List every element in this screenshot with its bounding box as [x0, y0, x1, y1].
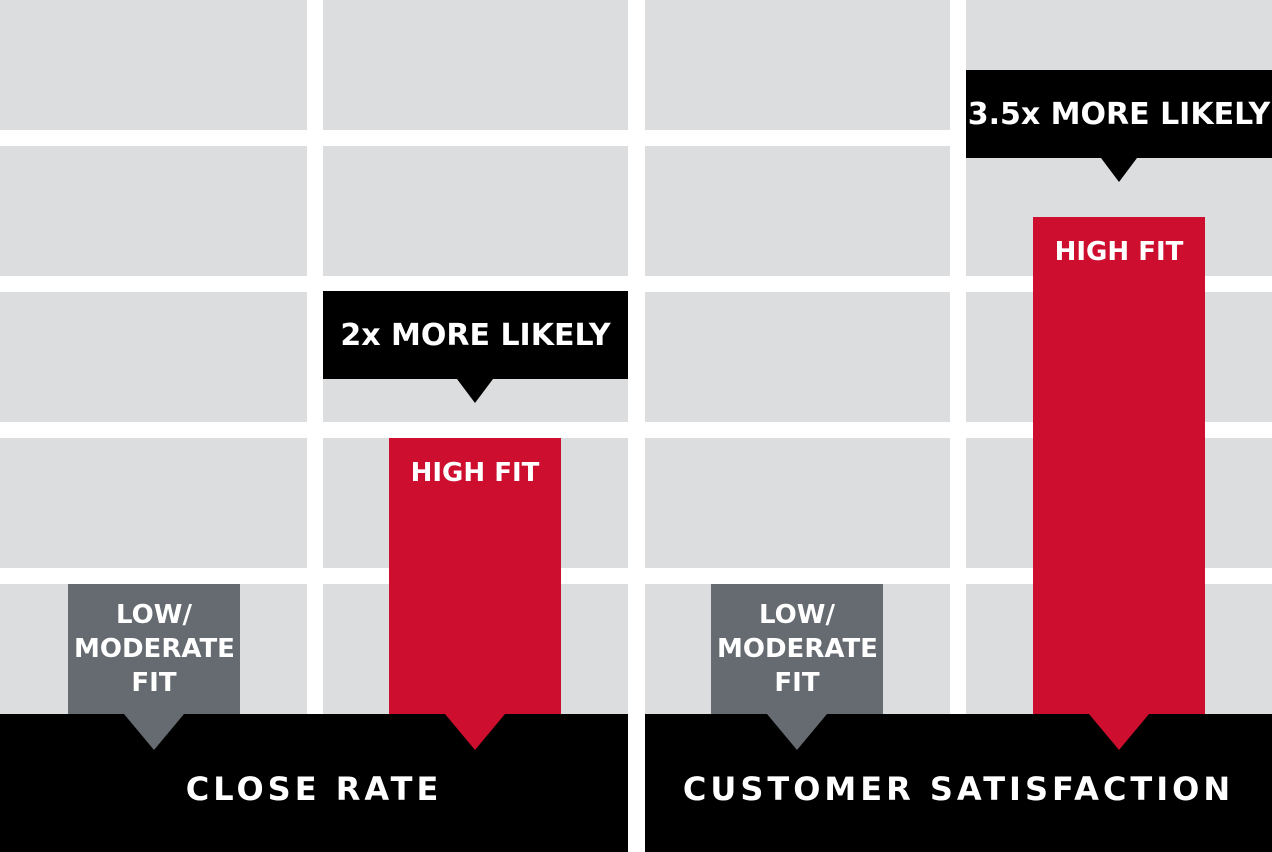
annotation-text: 2x MORE LIKELY [340, 317, 611, 353]
bar-label-high-fit: HIGH FIT [1054, 237, 1184, 267]
grid-cell [0, 0, 307, 130]
grid-cell [645, 438, 950, 568]
bar-label-high-fit: HIGH FIT [410, 458, 540, 488]
x-axis-label-block: CUSTOMER SATISFACTION [645, 714, 1272, 852]
grid-cell [645, 292, 950, 422]
x-axis-label: CUSTOMER SATISFACTION [682, 770, 1235, 808]
bar-low-moderate-fit: LOW/ MODERATE FIT [68, 584, 240, 714]
pointer-low-moderate-fit-icon [124, 714, 184, 750]
annotation-pointer-icon [457, 379, 493, 403]
bar-high-fit: HIGH FIT [389, 438, 561, 714]
annotation-callout: 2x MORE LIKELY [323, 291, 628, 379]
pointer-low-moderate-fit-icon [767, 714, 827, 750]
grid-cell [323, 146, 628, 276]
grid-cell [0, 146, 307, 276]
annotation-callout: 3.5x MORE LIKELY [966, 70, 1272, 158]
pointer-high-fit-icon [1089, 714, 1149, 750]
pointer-high-fit-icon [445, 714, 505, 750]
annotation-pointer-icon [1101, 158, 1137, 182]
grid-cell [0, 438, 307, 568]
bar-label-low-moderate-fit: LOW/ MODERATE FIT [717, 600, 878, 698]
grid-cell [645, 0, 950, 130]
bar-high-fit: HIGH FIT [1033, 217, 1205, 714]
annotation-text: 3.5x MORE LIKELY [967, 96, 1271, 132]
bar-label-low-moderate-fit: LOW/ MODERATE FIT [74, 600, 235, 698]
grid-cell [0, 292, 307, 422]
x-axis-label: CLOSE RATE [185, 770, 443, 808]
grid-cell [323, 0, 628, 130]
grid-cell [645, 146, 950, 276]
x-axis-label-block: CLOSE RATE [0, 714, 628, 852]
bar-low-moderate-fit: LOW/ MODERATE FIT [711, 584, 883, 714]
